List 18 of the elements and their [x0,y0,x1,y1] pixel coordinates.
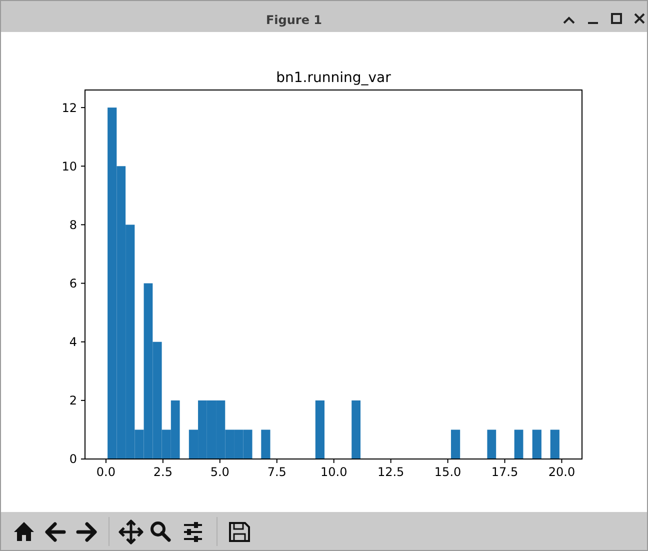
y-tick-label: 4 [69,335,77,350]
x-tick-label: 10.0 [320,465,348,479]
caption: Figure 1 [266,13,322,27]
y-tick-label: 8 [69,218,77,232]
x-tick-label: 7.5 [267,465,286,479]
x-tick-label: 17.5 [491,465,518,479]
x-tick-label: 15.0 [434,465,462,479]
y-tick-label: 6 [69,276,77,290]
chart-title: bn1.running_var [276,70,392,86]
x-tick-label: 5.0 [210,465,230,479]
x-tick-label: 20.0 [548,465,576,479]
y-tick-label: 2 [69,394,77,408]
y-tick-label: 10 [62,159,77,174]
y-tick-label: 12 [62,100,77,115]
x-tick-label: 2.5 [153,465,172,479]
y-tick-label: 0 [69,452,77,466]
x-tick-label: 0.0 [96,465,116,479]
x-tick-label: 12.5 [377,465,404,479]
